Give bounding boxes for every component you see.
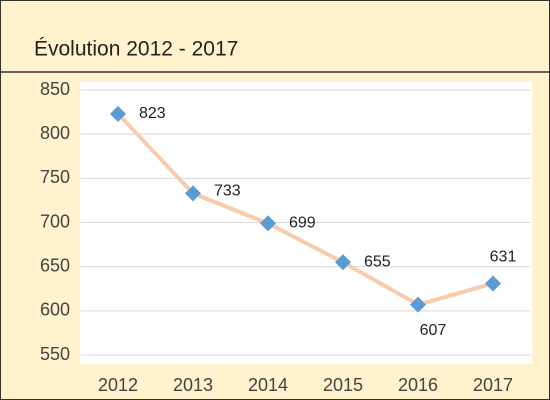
x-tick-label: 2015: [323, 375, 363, 395]
chart-title: Évolution 2012 - 2017: [34, 38, 238, 61]
marker: [485, 275, 501, 292]
y-tick-label: 650: [40, 255, 70, 275]
x-tick-label: 2017: [473, 375, 513, 395]
x-tick-label: 2012: [98, 375, 138, 395]
x-tick-label: 2016: [398, 375, 438, 395]
marker: [410, 296, 426, 313]
y-tick-label: 850: [40, 79, 70, 99]
data-label: 631: [490, 249, 517, 266]
x-tick-label: 2013: [173, 375, 213, 395]
y-tick-label: 600: [40, 300, 70, 320]
y-tick-label: 700: [40, 211, 70, 231]
data-label: 607: [420, 322, 447, 339]
y-tick-label: 800: [40, 123, 70, 143]
data-label: 699: [289, 215, 316, 232]
y-tick-label: 550: [40, 344, 70, 364]
data-label: 733: [214, 183, 241, 200]
marker: [335, 254, 351, 271]
data-label: 655: [364, 253, 391, 270]
data-label: 823: [139, 105, 166, 122]
marker: [260, 215, 276, 232]
marker: [185, 185, 201, 202]
x-tick-label: 2014: [248, 375, 288, 395]
marker: [110, 105, 126, 122]
line: [116, 112, 494, 307]
y-tick-label: 750: [40, 167, 70, 187]
